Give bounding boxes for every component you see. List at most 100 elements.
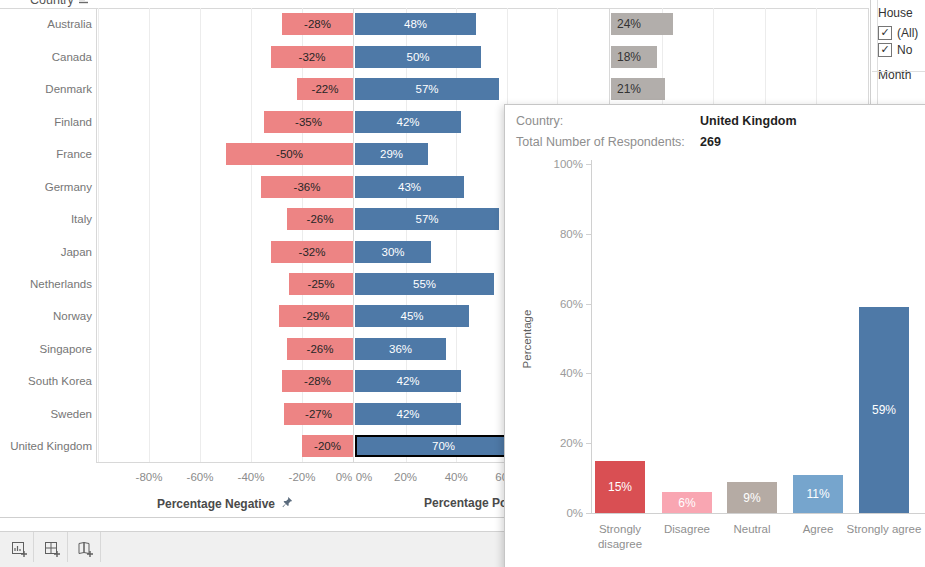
filter-option[interactable]: ✓No	[871, 41, 925, 58]
country-label: South Korea	[0, 374, 92, 388]
positive-bar[interactable]: 30%	[355, 241, 431, 263]
tooltip-ytick-mark	[586, 443, 591, 444]
row-field-header[interactable]: Country	[30, 0, 89, 7]
gridline	[406, 8, 407, 462]
positive-bar-label: 42%	[355, 403, 461, 425]
country-label: Japan	[0, 245, 92, 259]
neutral-bar-label: 24%	[611, 13, 679, 35]
gridline	[251, 8, 252, 462]
negative-bar[interactable]: -50%	[226, 143, 353, 165]
negative-bar-label: -35%	[264, 111, 353, 133]
tooltip-overlay: Country:United KingdomTotal Number of Re…	[504, 104, 925, 567]
negative-axis-title: Percentage Negative	[157, 496, 293, 512]
positive-bar-label: 55%	[355, 273, 494, 295]
tooltip-field-row: Country:United Kingdom	[516, 113, 797, 129]
tooltip-bar-label: 15%	[608, 480, 632, 494]
new-story-button[interactable]	[74, 538, 96, 560]
negative-bar[interactable]: -26%	[287, 338, 353, 360]
negative-bar-label: -32%	[271, 46, 353, 68]
axis-tick-label: -80%	[136, 471, 163, 483]
negative-bar[interactable]: -32%	[271, 46, 353, 68]
neutral-bar[interactable]: 24%	[611, 13, 673, 35]
positive-bar[interactable]: 36%	[355, 338, 446, 360]
negative-bar-label: -29%	[279, 305, 353, 327]
country-label: Denmark	[0, 82, 92, 96]
negative-bar-label: -28%	[282, 13, 353, 35]
positive-bar-label: 29%	[355, 143, 428, 165]
country-label: France	[0, 147, 92, 161]
positive-bar[interactable]: 55%	[355, 273, 494, 295]
negative-bar-label: -36%	[261, 176, 353, 198]
axis-tick-label: -40%	[238, 471, 265, 483]
neutral-bar-label: 21%	[611, 78, 671, 100]
positive-bar-label: 36%	[355, 338, 446, 360]
neutral-bar[interactable]: 18%	[611, 46, 657, 68]
positive-bar[interactable]: 50%	[355, 46, 481, 68]
positive-bar-label: 45%	[355, 305, 469, 327]
tooltip-ytick-label: 0%	[543, 507, 583, 519]
axis-tick-label: 0%	[356, 471, 373, 483]
sort-icon	[78, 0, 89, 7]
checkbox-icon[interactable]: ✓	[878, 43, 892, 57]
tooltip-xaxis-line	[591, 513, 925, 514]
positive-bar[interactable]: 48%	[355, 13, 476, 35]
tooltip-yaxis-line	[591, 160, 592, 513]
row-field-label: Country	[30, 0, 74, 7]
axis-left-border	[96, 8, 97, 462]
tooltip-field-row: Total Number of Respondents:269	[516, 134, 721, 150]
negative-bar[interactable]: -29%	[279, 305, 353, 327]
negative-bar[interactable]: -35%	[264, 111, 353, 133]
positive-bar[interactable]: 57%	[355, 208, 499, 230]
tableau-dashboard: Country Australia-28%48%24%Canada-32%50%…	[0, 0, 925, 567]
positive-bar[interactable]: 45%	[355, 305, 469, 327]
filter-card-separator	[872, 71, 925, 72]
positive-bar[interactable]: 57%	[355, 78, 499, 100]
country-label: Norway	[0, 309, 92, 323]
new-worksheet-button[interactable]	[8, 538, 30, 560]
axis-tick-label: -20%	[289, 471, 316, 483]
positive-bar[interactable]: 29%	[355, 143, 428, 165]
negative-bar[interactable]: -25%	[289, 273, 353, 295]
checkbox-icon[interactable]: ✓	[878, 26, 892, 40]
neutral-bar[interactable]: 21%	[611, 78, 665, 100]
filter-option[interactable]: ✓(All)	[871, 24, 925, 41]
filter-card-title-month: Month	[871, 58, 925, 86]
negative-bar-label: -50%	[226, 143, 353, 165]
negative-bar[interactable]: -27%	[284, 403, 353, 425]
tooltip-bar-label: 59%	[872, 403, 896, 417]
country-label: United Kingdom	[0, 439, 92, 453]
negative-bar[interactable]: -32%	[271, 241, 353, 263]
tooltip-field-value: United Kingdom	[700, 113, 797, 129]
positive-bar-label: 43%	[355, 176, 464, 198]
pin-icon[interactable]	[280, 496, 293, 512]
negative-bar[interactable]: -26%	[287, 208, 353, 230]
positive-bar[interactable]: 43%	[355, 176, 464, 198]
axis-tick-label: 0%	[336, 471, 353, 483]
filter-options: ✓(All)✓No	[871, 24, 925, 58]
negative-bar-label: -26%	[287, 338, 353, 360]
new-dashboard-button[interactable]	[41, 538, 63, 560]
negative-bar[interactable]: -28%	[282, 370, 353, 392]
tooltip-field-label: Total Number of Respondents:	[516, 134, 700, 150]
negative-bar[interactable]: -22%	[297, 78, 353, 100]
filter-card-border	[877, 0, 878, 104]
positive-bar-label: 50%	[355, 46, 481, 68]
negative-bar[interactable]: -20%	[302, 435, 353, 457]
positive-bar[interactable]: 42%	[355, 403, 461, 425]
chart-top-border	[0, 8, 868, 9]
tooltip-ytick-mark	[586, 234, 591, 235]
negative-bar[interactable]: -28%	[282, 13, 353, 35]
axis-tick-label: -60%	[187, 471, 214, 483]
negative-bar-label: -32%	[271, 241, 353, 263]
negative-bar[interactable]: -36%	[261, 176, 353, 198]
filter-card-title-household: House	[871, 0, 925, 24]
positive-bar[interactable]: 42%	[355, 111, 461, 133]
positive-bar[interactable]: 42%	[355, 370, 461, 392]
positive-bar-label: 30%	[355, 241, 431, 263]
tooltip-ytick-label: 80%	[543, 228, 583, 240]
tooltip-bar-label: 9%	[743, 491, 760, 505]
positive-bar-label: 57%	[355, 78, 499, 100]
country-label: Germany	[0, 180, 92, 194]
gridline	[98, 8, 99, 462]
tooltip-field-label: Country:	[516, 113, 700, 129]
